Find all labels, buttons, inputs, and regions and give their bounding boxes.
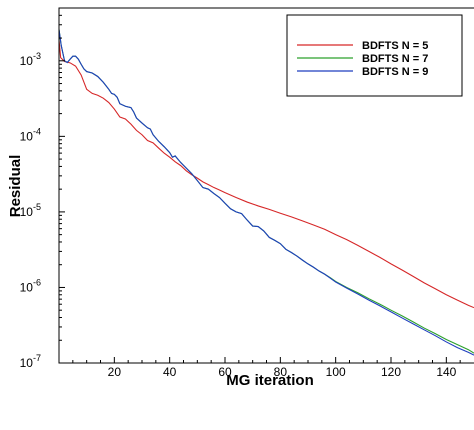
x-tick-label: 120 <box>381 365 401 379</box>
x-axis-title: MG iteration <box>226 372 314 389</box>
y-tick-exponent: -7 <box>33 353 41 363</box>
y-axis-title: Residual <box>7 155 24 218</box>
y-tick-exponent: -4 <box>33 126 41 136</box>
x-tick-label: 80 <box>274 365 288 379</box>
y-tick-label: 10-3 <box>20 51 41 68</box>
x-tick-label: 20 <box>108 365 122 379</box>
x-tick-label: 60 <box>218 365 232 379</box>
x-tick-label: 100 <box>326 365 346 379</box>
legend-label-1: BDFTS N = 5 <box>362 40 428 52</box>
x-axis: 20 40 60 80 100 120 140 <box>72 357 461 379</box>
series-line-3 <box>59 29 474 356</box>
x-tick-label: 140 <box>436 365 456 379</box>
legend-label-2: BDFTS N = 7 <box>362 53 428 65</box>
x-tick-label: 40 <box>163 365 177 379</box>
legend-label-3: BDFTS N = 9 <box>362 66 428 78</box>
y-tick-exponent: -5 <box>33 202 41 212</box>
y-tick-label: 10-6 <box>20 277 41 294</box>
legend-box <box>286 14 463 97</box>
y-axis: 10-710-610-510-410-3 <box>20 7 65 370</box>
y-tick-label: 10-4 <box>20 126 41 143</box>
y-tick-label: 10-7 <box>20 353 41 370</box>
series-line-1 <box>59 39 474 309</box>
plot-frame <box>58 7 474 364</box>
series-layer <box>59 29 474 356</box>
y-tick-exponent: -3 <box>33 51 41 61</box>
y-tick-exponent: -6 <box>33 277 41 287</box>
